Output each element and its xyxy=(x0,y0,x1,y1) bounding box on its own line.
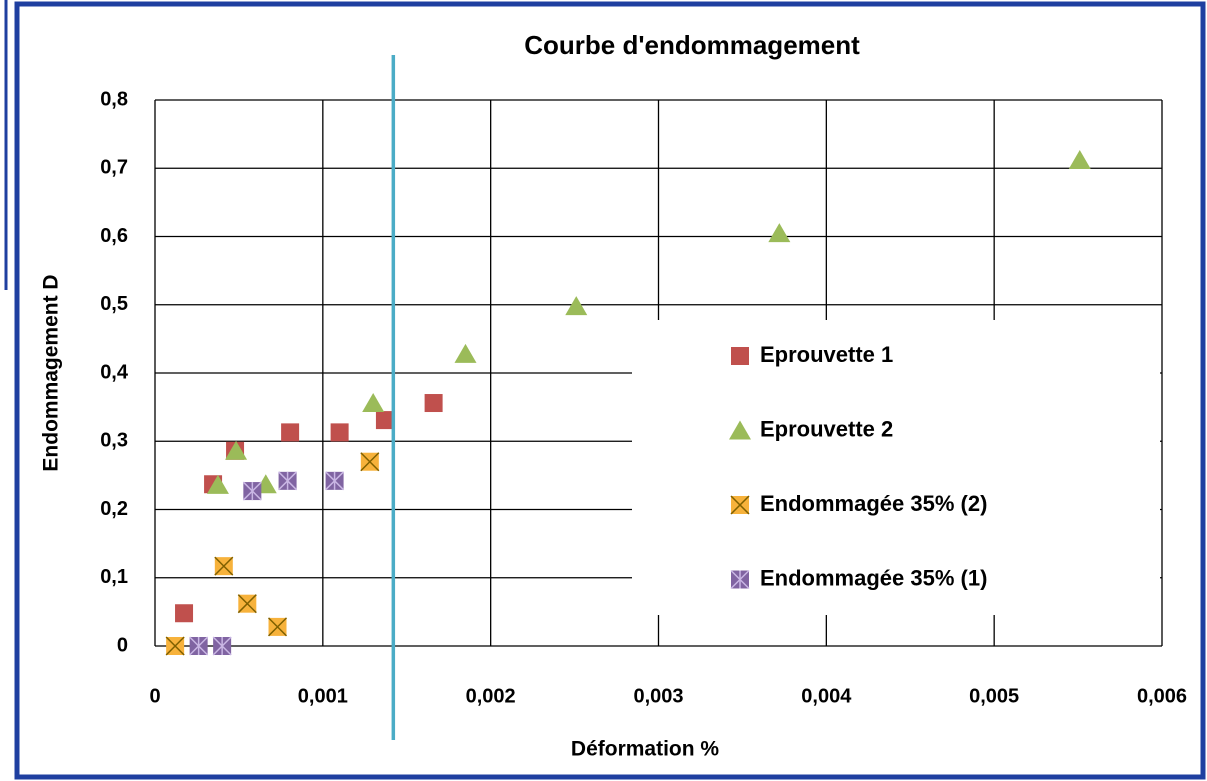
y-tick-label: 0,6 xyxy=(100,225,128,247)
y-tick-label: 0,8 xyxy=(100,88,128,110)
marker-shape xyxy=(165,636,185,656)
marker-shape xyxy=(730,569,750,590)
y-tick-label: 0,1 xyxy=(100,566,128,588)
x-axis-label: Déformation % xyxy=(571,738,720,761)
marker xyxy=(214,556,234,576)
marker xyxy=(242,481,262,501)
marker xyxy=(189,636,209,656)
marker-shape xyxy=(267,617,288,637)
marker-shape xyxy=(242,481,262,501)
marker xyxy=(165,636,185,656)
marker xyxy=(175,604,194,623)
y-tick-label: 0 xyxy=(117,634,128,656)
marker-shape xyxy=(729,420,751,440)
marker-shape xyxy=(237,594,257,614)
legend-marker xyxy=(731,347,749,365)
marker xyxy=(454,343,477,363)
marker xyxy=(278,471,298,491)
y-tick-label: 0,3 xyxy=(100,430,128,452)
marker-shape xyxy=(731,347,749,365)
legend-label: Eprouvette 2 xyxy=(760,416,893,441)
y-tick-label: 0,5 xyxy=(100,293,128,315)
marker xyxy=(212,636,232,656)
marker-shape xyxy=(730,495,750,515)
marker xyxy=(281,423,300,442)
marker-shape xyxy=(362,393,385,413)
x-tick-label: 0 xyxy=(149,685,160,707)
marker-shape xyxy=(325,471,345,491)
marker-shape xyxy=(330,423,349,442)
chart-title: Courbe d'endommagement xyxy=(524,30,860,60)
legend-box xyxy=(632,320,1160,615)
marker xyxy=(206,474,229,494)
marker xyxy=(237,594,257,614)
y-tick-label: 0,4 xyxy=(100,361,129,383)
marker-shape xyxy=(189,636,209,656)
y-axis-label: Endommagement D xyxy=(40,274,63,471)
marker-shape xyxy=(281,423,300,442)
x-tick-label: 0,005 xyxy=(969,685,1019,707)
marker xyxy=(362,393,385,413)
marker xyxy=(565,296,588,316)
legend-label: Endommagée 35% (1) xyxy=(760,565,987,590)
marker xyxy=(1068,150,1091,170)
marker-shape xyxy=(565,296,588,316)
marker xyxy=(360,452,380,472)
legend-label: Endommagée 35% (2) xyxy=(760,491,987,516)
marker-shape xyxy=(424,394,443,413)
legend-marker xyxy=(729,420,751,440)
legend-label: Eprouvette 1 xyxy=(760,342,893,367)
marker xyxy=(424,394,443,413)
x-tick-label: 0,001 xyxy=(298,685,348,707)
y-tick-label: 0,7 xyxy=(100,157,128,179)
marker-shape xyxy=(212,636,232,656)
legend-marker xyxy=(730,495,750,515)
marker-shape xyxy=(214,556,234,576)
marker xyxy=(768,223,791,243)
marker-shape xyxy=(360,452,380,472)
marker-shape xyxy=(375,411,394,430)
marker xyxy=(325,471,345,491)
marker-shape xyxy=(206,474,229,494)
x-tick-label: 0,004 xyxy=(801,685,852,707)
marker-shape xyxy=(1068,150,1091,170)
x-tick-label: 0,006 xyxy=(1137,685,1187,707)
marker xyxy=(330,423,349,442)
x-tick-label: 0,003 xyxy=(633,685,683,707)
legend-marker xyxy=(730,569,750,590)
marker-shape xyxy=(768,223,791,243)
marker xyxy=(267,617,288,637)
marker-shape xyxy=(278,471,298,491)
marker xyxy=(225,440,248,460)
y-tick-label: 0,2 xyxy=(100,498,128,520)
marker-shape xyxy=(175,604,194,623)
marker xyxy=(375,411,394,430)
marker-shape xyxy=(454,343,477,363)
x-tick-label: 0,002 xyxy=(466,685,516,707)
marker-shape xyxy=(225,440,248,460)
